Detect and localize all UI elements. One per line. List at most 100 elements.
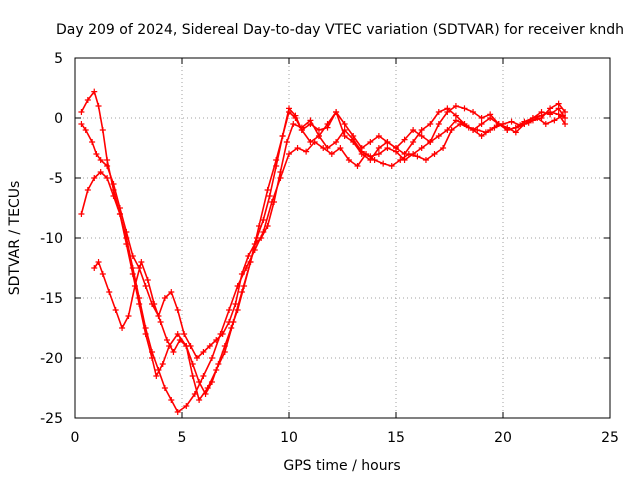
data-point — [181, 331, 188, 337]
data-point — [315, 133, 322, 139]
data-point — [110, 181, 117, 187]
data-point — [354, 163, 361, 169]
data-point — [375, 151, 382, 157]
data-point — [129, 253, 136, 259]
data-point — [508, 118, 515, 125]
data-point — [226, 307, 233, 313]
data-point — [245, 253, 252, 259]
data-point — [375, 133, 382, 139]
data-point — [452, 103, 459, 109]
data-point — [176, 337, 183, 343]
y-tick-label: 5 — [54, 51, 63, 67]
data-point — [91, 175, 98, 181]
data-point — [303, 148, 310, 155]
y-tick-label: -20 — [40, 351, 63, 367]
data-point — [444, 109, 451, 115]
data-point — [138, 259, 145, 265]
data-point — [551, 117, 558, 124]
x-tick-label: 10 — [280, 430, 298, 446]
data-point — [393, 148, 399, 155]
data-point — [315, 127, 322, 133]
data-point — [219, 331, 226, 337]
data-point — [200, 349, 207, 355]
series-day-2 — [78, 112, 566, 415]
data-point — [487, 115, 494, 121]
data-point — [341, 121, 348, 127]
data-point — [264, 187, 271, 193]
data-point — [93, 151, 100, 157]
data-point — [78, 109, 85, 115]
data-point — [232, 301, 239, 307]
data-point — [380, 160, 387, 167]
data-point — [435, 121, 442, 127]
x-tick-label: 0 — [71, 430, 80, 446]
data-point — [324, 145, 331, 151]
y-tick-label: -5 — [49, 171, 63, 187]
data-point — [418, 145, 425, 151]
data-point — [470, 109, 477, 115]
data-point — [168, 289, 175, 295]
data-point — [99, 127, 106, 133]
grid-lines — [75, 58, 610, 418]
y-axis-label: SDTVAR / TECUs — [7, 181, 23, 296]
y-tick-label: -25 — [40, 411, 63, 427]
data-point — [153, 373, 160, 379]
data-point — [110, 193, 117, 199]
data-point — [99, 271, 106, 277]
data-point — [294, 145, 301, 151]
data-point — [264, 223, 271, 229]
data-point — [542, 121, 549, 127]
data-point — [95, 259, 102, 265]
data-point — [375, 145, 382, 151]
data-point — [371, 157, 378, 163]
data-point — [208, 379, 215, 385]
data-point — [504, 127, 511, 133]
data-point — [283, 139, 290, 145]
data-point — [414, 153, 421, 160]
data-point — [440, 145, 447, 151]
data-point — [89, 139, 96, 145]
data-point — [174, 409, 181, 415]
data-point — [292, 112, 299, 119]
data-point — [384, 139, 391, 145]
data-point — [431, 151, 438, 157]
data-point — [206, 343, 213, 349]
data-point — [290, 121, 297, 127]
axis-ticks: 0 5 10 15 20 25 5 0 -5 -10 -15 -20 -25 — [40, 51, 619, 446]
data-point — [215, 361, 222, 367]
data-point — [478, 133, 485, 139]
data-point — [482, 129, 489, 136]
y-tick-label: -10 — [40, 231, 63, 247]
chart-title: Day 209 of 2024, Sidereal Day-to-day VTE… — [56, 22, 624, 38]
series-line — [80, 90, 566, 401]
data-point — [226, 319, 233, 325]
data-point — [529, 115, 536, 121]
data-point — [401, 136, 408, 143]
data-point — [345, 157, 352, 163]
data-point — [410, 139, 417, 145]
data-point — [97, 169, 104, 175]
data-series — [78, 88, 569, 415]
data-point — [521, 118, 528, 125]
data-point — [337, 145, 344, 151]
data-point — [495, 121, 502, 127]
data-point — [91, 88, 98, 95]
data-point — [444, 127, 451, 133]
data-point — [125, 313, 132, 319]
data-point — [196, 397, 203, 403]
data-point — [273, 163, 280, 169]
data-point — [149, 349, 156, 355]
data-point — [78, 121, 85, 127]
data-point — [104, 157, 111, 163]
data-point — [562, 109, 569, 115]
data-point — [104, 163, 111, 169]
data-point — [388, 163, 395, 169]
y-tick-label: 0 — [54, 111, 63, 127]
data-point — [401, 157, 408, 163]
data-point — [119, 325, 126, 331]
data-point — [555, 111, 562, 118]
data-point — [478, 115, 485, 121]
data-point — [174, 307, 181, 313]
data-point — [170, 349, 177, 355]
data-point — [95, 103, 102, 109]
